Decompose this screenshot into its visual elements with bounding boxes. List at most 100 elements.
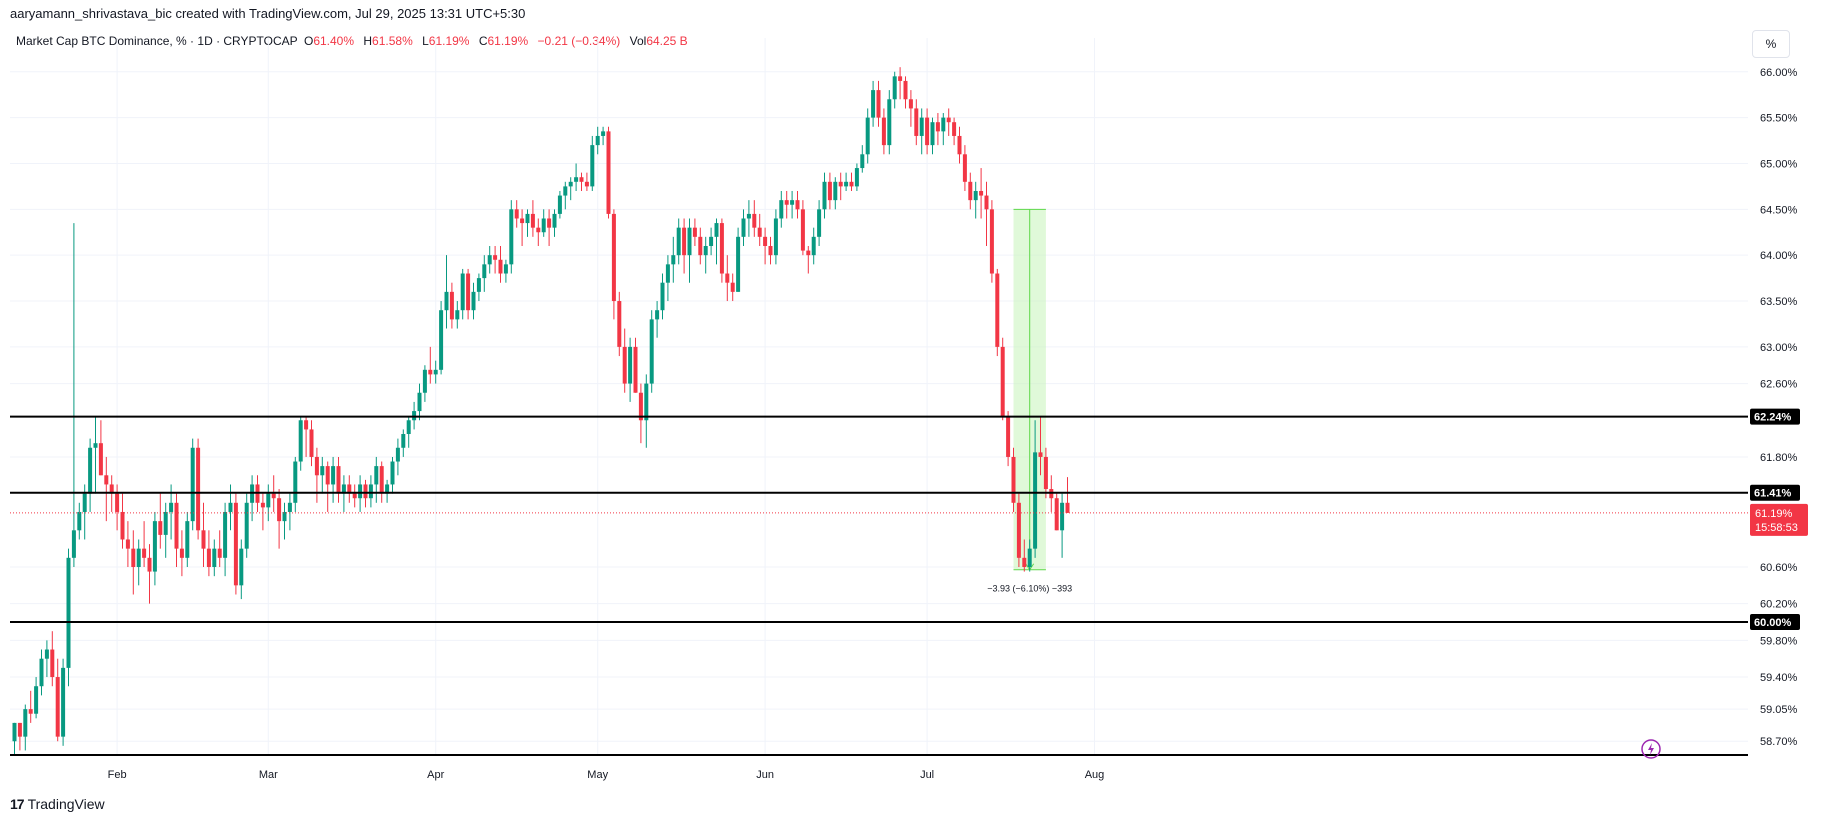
candle-body	[39, 658, 44, 687]
candle-body	[736, 236, 741, 292]
candle-body	[50, 649, 55, 678]
candle-body	[244, 502, 249, 549]
candle-body	[865, 117, 870, 155]
candle-body	[790, 200, 795, 205]
candle-body	[919, 117, 924, 136]
candle-body	[611, 213, 616, 302]
candle-body	[115, 493, 120, 512]
candle-body	[854, 168, 859, 187]
line-price-badge	[1750, 408, 1800, 425]
candle-body	[12, 722, 17, 742]
candle-body	[655, 310, 660, 320]
candle-body	[757, 227, 762, 237]
candle-body	[196, 447, 201, 531]
candle-body	[665, 264, 670, 283]
x-axis[interactable]: Feb Mar Apr May Jun Jul Aug	[108, 769, 1105, 781]
candle-body	[347, 484, 352, 494]
candle-body	[822, 181, 827, 210]
candle-body	[525, 213, 530, 224]
candle-body	[811, 236, 816, 256]
candle-body	[541, 218, 546, 233]
alert-icon[interactable]	[1641, 739, 1661, 759]
candle-body	[325, 466, 330, 485]
candle-body	[1022, 557, 1027, 567]
high-value: 61.58%	[372, 34, 413, 48]
candle-body	[779, 200, 784, 219]
candle-body	[152, 521, 157, 572]
candle-body	[174, 502, 179, 549]
candle-body	[649, 319, 654, 384]
candle-body	[471, 291, 476, 311]
candle-body	[66, 557, 71, 668]
candle-body	[784, 200, 789, 205]
candle-body	[298, 420, 303, 462]
candle-body	[503, 264, 508, 274]
candlestick-chart[interactable]: −3.93 (−6.10%) −393 66.00% 65.50% 65.00% 64…	[0, 0, 1825, 790]
candle-body	[773, 218, 778, 256]
candle-body	[363, 484, 368, 499]
close-value: 61.19%	[487, 34, 529, 48]
low-label: L	[422, 34, 429, 48]
candle-body	[925, 117, 930, 146]
candle-body	[131, 548, 136, 567]
candle-body	[358, 484, 363, 499]
y-tick-label: 60.60%	[1760, 562, 1798, 574]
line-price-badge	[1750, 484, 1800, 501]
candle-body	[77, 511, 82, 531]
candle-body	[552, 213, 557, 228]
candle-body	[487, 255, 492, 265]
candle-body	[768, 246, 773, 256]
x-tick-label: May	[587, 769, 608, 781]
candle-body	[941, 117, 946, 132]
candle-body	[228, 502, 233, 512]
candle-body	[1006, 416, 1011, 457]
line-price-label: 62.24%	[1754, 412, 1792, 424]
candle-body	[827, 181, 832, 201]
candle-body	[287, 502, 292, 512]
candle-body	[201, 530, 206, 549]
horizontal-lines[interactable]	[10, 415, 1748, 756]
candle-body	[644, 383, 649, 421]
y-tick-label: 65.00%	[1760, 158, 1798, 170]
candle-body	[331, 466, 336, 485]
candle-body	[876, 90, 881, 118]
candle-body	[374, 466, 379, 485]
candle-body	[968, 181, 973, 201]
symbol-title[interactable]: Market Cap BTC Dominance, % · 1D · CRYPT…	[16, 34, 298, 48]
candle-body	[385, 484, 390, 494]
measure-tool[interactable]: −3.93 (−6.10%) −393	[987, 208, 1072, 594]
candle-body	[88, 447, 93, 494]
candle-body	[55, 677, 60, 737]
candle-body	[277, 498, 282, 522]
candle-body	[881, 117, 886, 146]
candle-body	[61, 667, 66, 737]
candle-body	[1011, 456, 1016, 503]
candle-body	[422, 369, 427, 393]
candle-body	[930, 122, 935, 146]
candle-body	[601, 131, 606, 136]
candle-body	[1054, 498, 1059, 531]
volume-label: Vol	[629, 34, 647, 48]
percent-scale-button[interactable]: %	[1752, 30, 1790, 58]
tradingview-logo-icon: 17	[10, 796, 25, 812]
candle-body	[606, 131, 611, 214]
candle-body	[493, 255, 498, 260]
line-price-label: 61.41%	[1754, 488, 1792, 500]
candle-body	[309, 429, 314, 457]
candle-body	[293, 461, 298, 503]
tradingview-brand[interactable]: 17 TradingView	[10, 796, 105, 812]
candle-body	[17, 722, 22, 737]
candle-body	[271, 493, 276, 499]
candle-body	[190, 447, 195, 522]
candle-body	[622, 346, 627, 384]
candle-body	[136, 548, 141, 567]
candle-body	[703, 246, 708, 256]
y-axis[interactable]: 66.00% 65.50% 65.00% 64.50% 64.00% 63.50% 63.0…	[1750, 67, 1808, 748]
candle-body	[741, 218, 746, 237]
candle-body	[142, 548, 147, 558]
candle-body	[498, 259, 503, 274]
candle-body	[428, 369, 433, 375]
candle-body	[304, 420, 309, 430]
candle-body	[23, 709, 28, 737]
candle-body	[833, 181, 838, 201]
